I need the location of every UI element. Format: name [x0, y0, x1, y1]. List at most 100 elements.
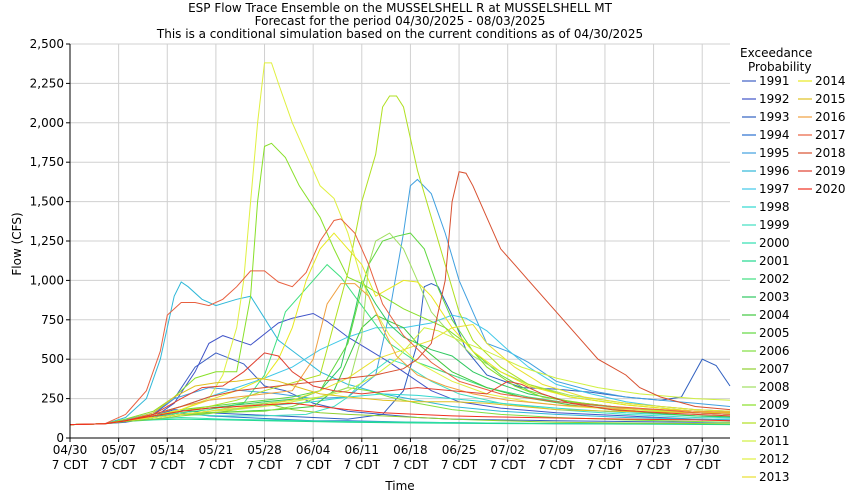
legend-label: 2003	[759, 290, 790, 304]
y-tick-label: 750	[41, 313, 64, 327]
series-line-1995	[69, 178, 731, 426]
legend-item: 2019	[798, 164, 846, 178]
legend-label: 2007	[759, 362, 790, 376]
x-tick-label-time: 7 CDT	[441, 458, 478, 472]
chart-title-line: This is a conditional simulation based o…	[156, 27, 643, 41]
x-tick-label: 07/09	[539, 443, 574, 457]
x-tick-label: 06/18	[393, 443, 428, 457]
legend-item: 2002	[742, 272, 790, 286]
legend-item: 2018	[798, 146, 846, 160]
legend-label: 2010	[759, 416, 790, 430]
legend-item: 2012	[742, 452, 790, 466]
legend-label: 1999	[759, 218, 790, 232]
y-tick-label: 2,500	[30, 37, 64, 51]
legend-item: 2005	[742, 326, 790, 340]
legend-label: 1993	[759, 110, 790, 124]
legend-item: 2001	[742, 254, 790, 268]
legend-label: 2018	[815, 146, 846, 160]
x-tick-label: 06/04	[296, 443, 331, 457]
legend-item: 1998	[742, 200, 790, 214]
x-tick-label: 07/23	[636, 443, 671, 457]
chart-title-line: Forecast for the period 04/30/2025 - 08/…	[255, 14, 546, 28]
legend-label: 1998	[759, 200, 790, 214]
x-tick-label-time: 7 CDT	[489, 458, 526, 472]
legend-item: 2006	[742, 344, 790, 358]
legend-item: 2015	[798, 92, 846, 106]
grid-lines	[69, 43, 730, 439]
x-tick-label: 05/14	[150, 443, 185, 457]
legend-item: 2010	[742, 416, 790, 430]
legend-label: 2008	[759, 380, 790, 394]
series-line-2015	[69, 377, 730, 426]
legend-label: 1995	[759, 146, 790, 160]
legend-label: 2015	[815, 92, 846, 106]
series-lines	[69, 62, 731, 426]
series-line-2017	[69, 218, 731, 426]
legend-label: 2009	[759, 398, 790, 412]
legend-item: 2020	[798, 182, 846, 196]
y-tick-label: 250	[41, 392, 64, 406]
legend-item: 2007	[742, 362, 790, 376]
x-tick-label-time: 7 CDT	[538, 458, 575, 472]
legend-item: 2014	[798, 74, 846, 88]
legend-item: 2013	[742, 470, 790, 484]
x-tick-label-time: 7 CDT	[635, 458, 672, 472]
legend-item: 1991	[742, 74, 790, 88]
chart-title-line: ESP Flow Trace Ensemble on the MUSSELSHE…	[188, 1, 613, 15]
y-tick-label: 1,750	[30, 155, 64, 169]
legend-item: 1996	[742, 164, 790, 178]
y-tick-label: 1,000	[30, 273, 64, 287]
y-tick-label: 500	[41, 352, 64, 366]
series-line-2020	[69, 402, 731, 426]
y-tick-label: 2,000	[30, 116, 64, 130]
x-tick-label: 07/16	[588, 443, 623, 457]
series-line-2007	[69, 402, 731, 426]
legend-label: 2006	[759, 344, 790, 358]
y-tick-label: 1,250	[30, 234, 64, 248]
legend-label: 2016	[815, 110, 846, 124]
legend-label: 2020	[815, 182, 846, 196]
series-line-2010	[69, 95, 731, 426]
x-tick-label: 06/25	[442, 443, 477, 457]
axes: 0 250 500 750 1,000 1,250 1,500 1,750 2,000 2,250…	[10, 37, 730, 493]
legend-item: 2009	[742, 398, 790, 412]
legend-item: 2011	[742, 434, 790, 448]
series-line-2013	[69, 323, 731, 426]
x-tick-label-time: 7 CDT	[149, 458, 186, 472]
legend-label: 2017	[815, 128, 846, 142]
x-tick-label-time: 7 CDT	[295, 458, 332, 472]
x-axis-label: Time	[384, 479, 414, 493]
legend-label: 2002	[759, 272, 790, 286]
legend-item: 1994	[742, 128, 790, 142]
series-line-2019	[69, 352, 731, 426]
x-tick-label: 07/02	[490, 443, 525, 457]
legend-item: 2004	[742, 308, 790, 322]
legend-label: 2019	[815, 164, 846, 178]
x-tick-label-time: 7 CDT	[100, 458, 137, 472]
y-tick-label: 1,500	[30, 195, 64, 209]
series-line-2014	[69, 232, 731, 426]
x-tick-label-time: 7 CDT	[198, 458, 235, 472]
legend-title-line: Exceedance	[740, 46, 812, 60]
series-line-2009	[69, 142, 731, 426]
series-line-2018	[69, 171, 731, 426]
legend-label: 2013	[759, 470, 790, 484]
legend-label: 1991	[759, 74, 790, 88]
x-tick-label-time: 7 CDT	[246, 458, 283, 472]
legend-label: 2005	[759, 326, 790, 340]
legend-label: 1996	[759, 164, 790, 178]
x-tick-label: 07/30	[685, 443, 720, 457]
legend-label: 2000	[759, 236, 790, 250]
legend-item: 1995	[742, 146, 790, 160]
series-line-1992	[69, 312, 731, 426]
legend-label: 2012	[759, 452, 790, 466]
legend-title-line: Probability	[748, 60, 811, 74]
legend-label: 2004	[759, 308, 790, 322]
x-tick-label-time: 7 CDT	[52, 458, 89, 472]
series-line-2005	[69, 232, 731, 426]
legend-label: 2014	[815, 74, 846, 88]
x-tick-label-time: 7 CDT	[392, 458, 429, 472]
